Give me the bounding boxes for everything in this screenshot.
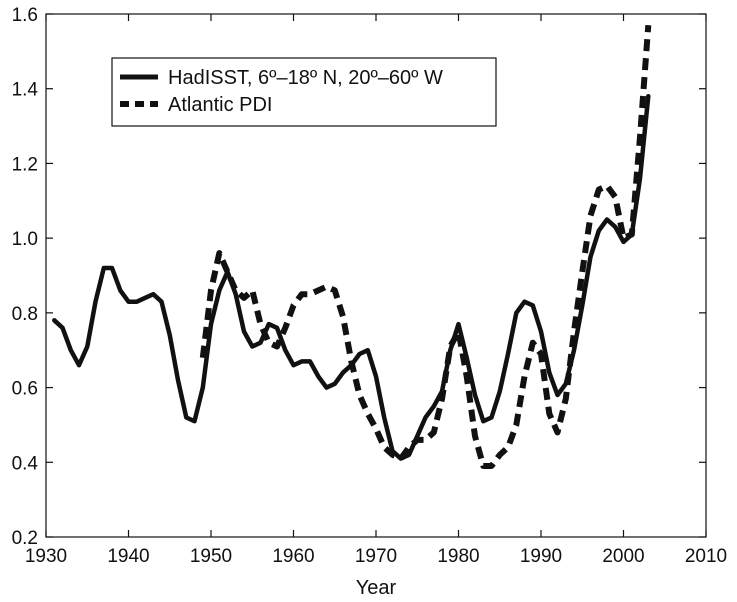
x-tick-label: 1950 [190,546,232,567]
y-tick-label: 0.2 [12,528,38,549]
legend-label-atlantic-pdi: Atlantic PDI [168,94,272,116]
series-line-hadisst [52,93,651,461]
legend: HadISST, 6º–18º N, 20º–60º W Atlantic PD… [111,57,497,127]
x-tick-label: 1970 [355,546,397,567]
series-line-atlantic-pdi [199,24,652,469]
y-tick-label: 1.0 [12,229,38,250]
y-tick-label: 0.8 [12,304,38,325]
y-tick-label: 1.6 [12,5,38,26]
x-tick-label: 1980 [437,546,479,567]
legend-box [111,57,497,127]
y-tick-label: 0.4 [12,453,39,474]
tick-layer: 1930 1940 1950 1960 1970 1980 1990 2000 2010 0.2 0… [12,5,728,567]
x-axis-label: Year [356,577,397,599]
x-tick-label: 1930 [25,546,67,567]
x-tick-label: 2000 [602,546,644,567]
x-tick-label: 1960 [272,546,314,567]
x-tick-label: 1990 [520,546,562,567]
x-tick-label: 2010 [685,546,727,567]
y-tick-label: 0.6 [12,379,38,400]
x-tick-label: 1940 [107,546,149,567]
y-tick-label: 1.2 [12,154,38,175]
legend-label-hadisst: HadISST, 6º–18º N, 20º–60º W [168,67,443,89]
series-layer [52,24,652,469]
y-tick-label: 1.4 [12,80,39,101]
